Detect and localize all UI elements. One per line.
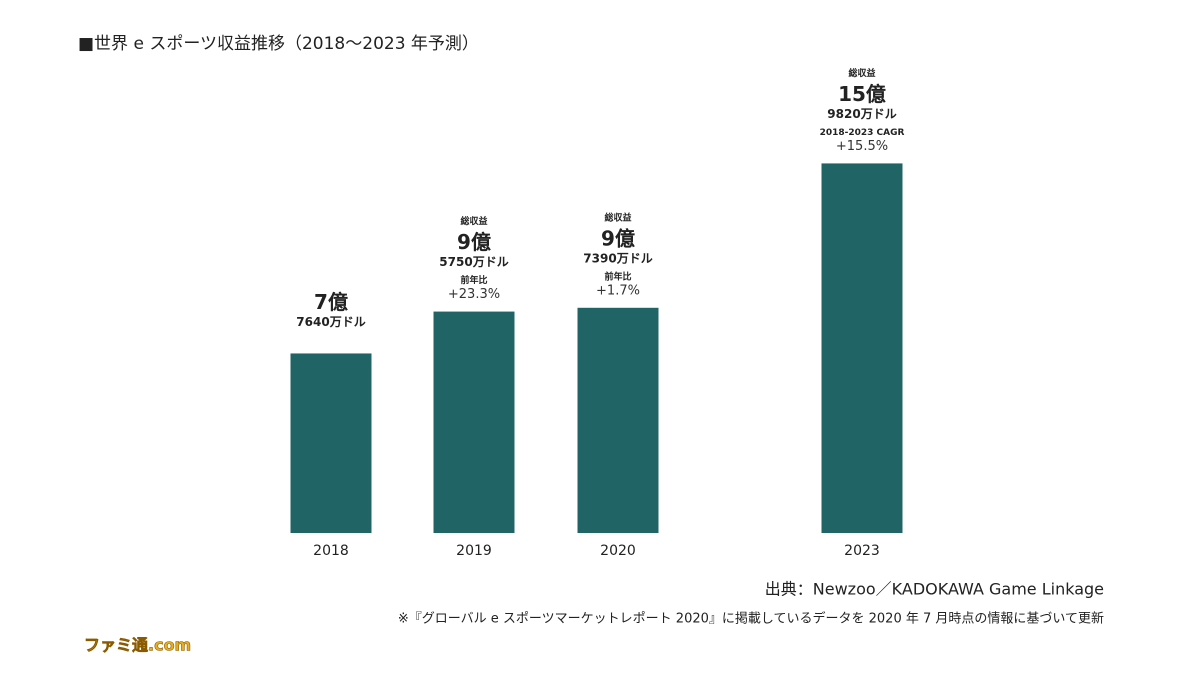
value-label: 7億 <box>314 290 348 314</box>
chart-title: ■世界 e スポーツ収益推移（2018～2023 年予測） <box>78 34 479 54</box>
source: 出典：Newzoo／KADOKAWA Game Linkage <box>765 580 1104 599</box>
note: ※『グローバル e スポーツマーケットレポート 2020』に掲載しているデータを… <box>398 611 1104 627</box>
value-label: 9億 <box>457 230 491 254</box>
bar <box>433 311 515 533</box>
growth-value: +15.5% <box>836 139 888 154</box>
x-tick-label: 2019 <box>456 543 492 559</box>
growth-label: 前年比 <box>604 270 631 282</box>
value-label: 15億 <box>838 82 886 106</box>
x-tick-label: 2018 <box>313 543 349 559</box>
value-label-sub: 7640万ドル <box>296 315 365 329</box>
value-label-sub: 9820万ドル <box>827 107 896 121</box>
growth-value: +23.3% <box>448 287 500 302</box>
logo: ファミ通.com <box>84 636 191 655</box>
x-tick-label: 2023 <box>844 543 880 559</box>
value-label: 9億 <box>601 226 635 250</box>
bar <box>290 353 372 533</box>
growth-label: 前年比 <box>460 274 487 286</box>
bar <box>821 163 903 533</box>
growth-value: +1.7% <box>596 283 640 298</box>
value-header: 総収益 <box>848 67 875 79</box>
x-tick-label: 2020 <box>600 543 636 559</box>
value-header: 総収益 <box>604 211 631 223</box>
value-header: 総収益 <box>460 215 487 227</box>
growth-label: 2018-2023 CAGR <box>820 128 905 138</box>
bar <box>577 307 659 533</box>
value-label-sub: 7390万ドル <box>583 251 652 265</box>
value-label-sub: 5750万ドル <box>439 255 508 269</box>
